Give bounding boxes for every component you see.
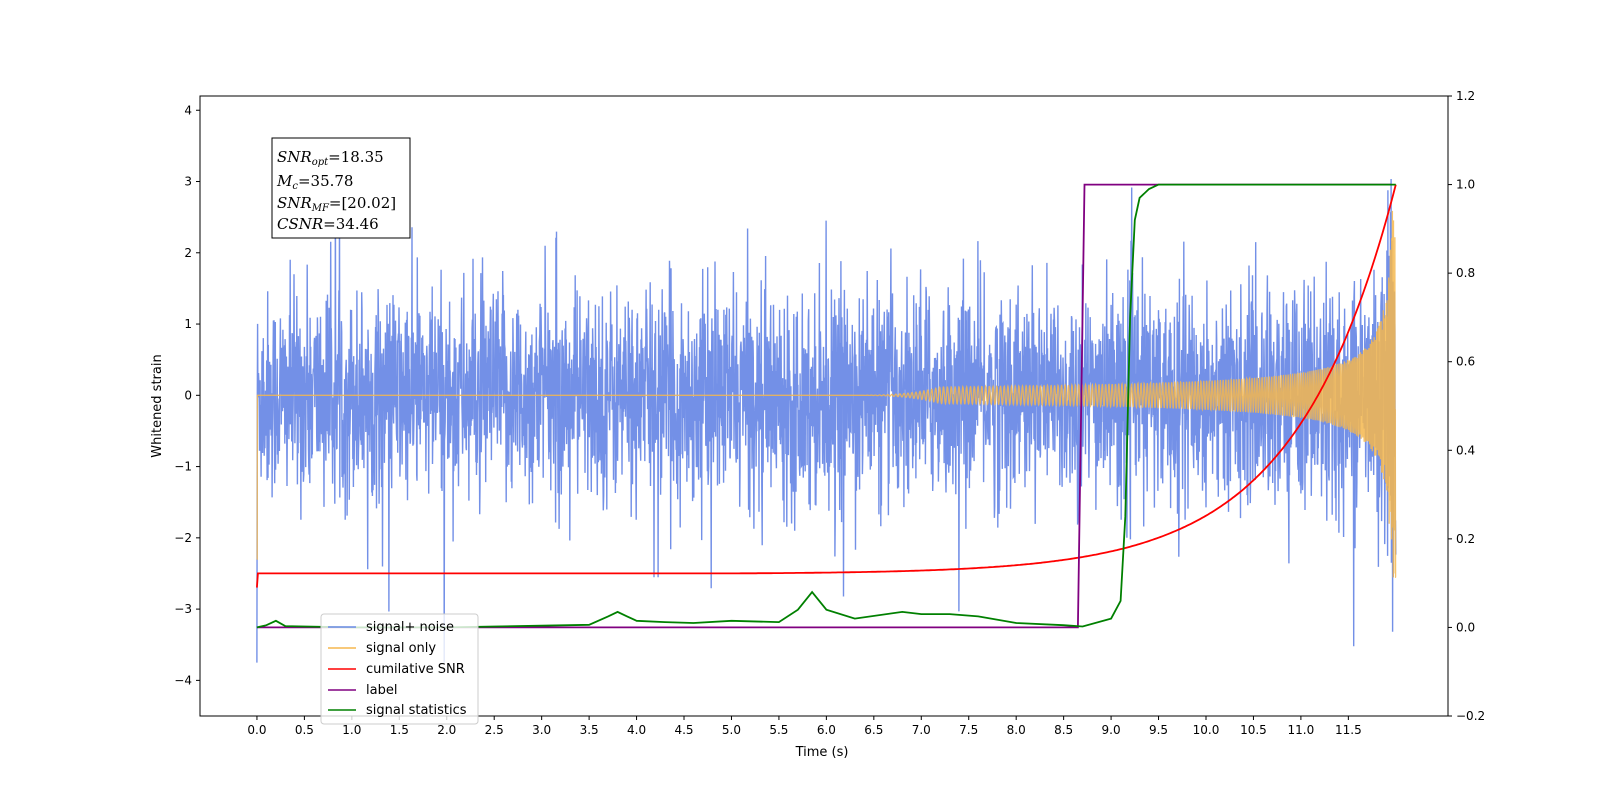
x-tick-label: 10.0 xyxy=(1193,723,1220,737)
x-tick-label: 2.5 xyxy=(485,723,504,737)
legend-label-label: label xyxy=(366,683,397,698)
x-tick-label: 4.5 xyxy=(674,723,693,737)
x-tick-label: 7.0 xyxy=(912,723,931,737)
x-tick-label: 8.0 xyxy=(1007,723,1026,737)
x-tick-label: 9.5 xyxy=(1149,723,1168,737)
y-right-tick-label: −0.2 xyxy=(1456,709,1485,723)
series-signal-noise xyxy=(256,178,1397,663)
x-tick-label: 0.0 xyxy=(247,723,266,737)
x-tick-label: 1.5 xyxy=(390,723,409,737)
legend-label-signal-only: signal only xyxy=(366,641,436,656)
cumulative-snr-line xyxy=(256,184,1397,588)
x-tick-label: 3.5 xyxy=(580,723,599,737)
y-right-tick-label: 1.0 xyxy=(1456,178,1475,192)
y-left-tick-label: −4 xyxy=(174,673,192,687)
y-left-tick-label: −3 xyxy=(174,602,192,616)
x-tick-label: 10.5 xyxy=(1240,723,1267,737)
y-right-tick-label: 0.2 xyxy=(1456,532,1475,546)
signal-noise-line xyxy=(256,178,1397,663)
y-right-tick-label: 1.2 xyxy=(1456,89,1475,103)
legend-label-signal-noise: signal+ noise xyxy=(366,620,454,635)
series-cumulative-snr xyxy=(256,184,1397,588)
y-right-tick-label: 0.8 xyxy=(1456,266,1475,280)
plot-frame xyxy=(199,95,1449,717)
x-tick-label: 11.5 xyxy=(1335,723,1362,737)
legend: signal+ noise signal only cumilative SNR… xyxy=(320,613,479,725)
legend-label-cumulative-snr: cumilative SNR xyxy=(366,662,465,677)
x-tick-label: 2.0 xyxy=(437,723,456,737)
y-right-tick-label: 0.6 xyxy=(1456,355,1475,369)
y-axis-label: Whitened strain xyxy=(150,354,165,457)
y-right-tick-label: 0.0 xyxy=(1456,620,1475,634)
x-tick-label: 4.0 xyxy=(627,723,646,737)
x-axis-ticks: 0.0 0.5 1.0 1.5 2.0 2.5 3.0 3.5 4.0 4.5 5.0 5.5 6.0 6… xyxy=(247,716,1362,737)
y-left-tick-label: 2 xyxy=(184,246,192,260)
annotation-box: SNRopt=18.35 Mc=35.78 SNRMF=[20.02] CSNR… xyxy=(271,137,411,239)
y-left-tick-label: 1 xyxy=(184,317,192,331)
x-tick-label: 7.5 xyxy=(959,723,978,737)
x-tick-label: 6.0 xyxy=(817,723,836,737)
annotation-frame xyxy=(271,137,411,239)
x-tick-label: 8.5 xyxy=(1054,723,1073,737)
x-tick-label: 0.5 xyxy=(295,723,314,737)
legend-label-signal-statistics: signal statistics xyxy=(366,703,467,718)
x-tick-label: 5.5 xyxy=(769,723,788,737)
y-left-tick-label: 0 xyxy=(184,388,192,402)
annotation-csnr: CSNR=34.46 xyxy=(277,215,379,233)
x-tick-label: 5.0 xyxy=(722,723,741,737)
y-left-tick-label: 3 xyxy=(184,175,192,189)
x-tick-label: 11.0 xyxy=(1288,723,1315,737)
series-signal-only xyxy=(256,210,1397,579)
x-tick-label: 3.0 xyxy=(532,723,551,737)
signal-statistics-line xyxy=(256,183,1396,629)
y-axis-right-ticks: −0.2 0.0 0.2 0.4 0.6 0.8 1.0 1.2 xyxy=(1448,89,1485,723)
annotation-snr-mf: SNRMF=[20.02] xyxy=(277,194,396,214)
signal-only-line xyxy=(256,210,1397,579)
y-axis-left-ticks: −4 −3 −2 −1 0 1 2 3 4 xyxy=(174,103,200,687)
y-left-tick-label: 4 xyxy=(184,103,192,117)
y-left-tick-label: −1 xyxy=(174,460,192,474)
x-axis-label: Time (s) xyxy=(795,745,849,760)
series-signal-statistics xyxy=(256,183,1396,629)
x-tick-label: 6.5 xyxy=(864,723,883,737)
y-right-tick-label: 0.4 xyxy=(1456,443,1475,457)
y-left-tick-label: −2 xyxy=(174,531,192,545)
annotation-mc: Mc=35.78 xyxy=(276,172,353,192)
annotation-snr-opt: SNRopt=18.35 xyxy=(277,148,384,168)
legend-frame xyxy=(320,613,479,725)
x-tick-label: 1.0 xyxy=(342,723,361,737)
x-tick-label: 9.0 xyxy=(1102,723,1121,737)
